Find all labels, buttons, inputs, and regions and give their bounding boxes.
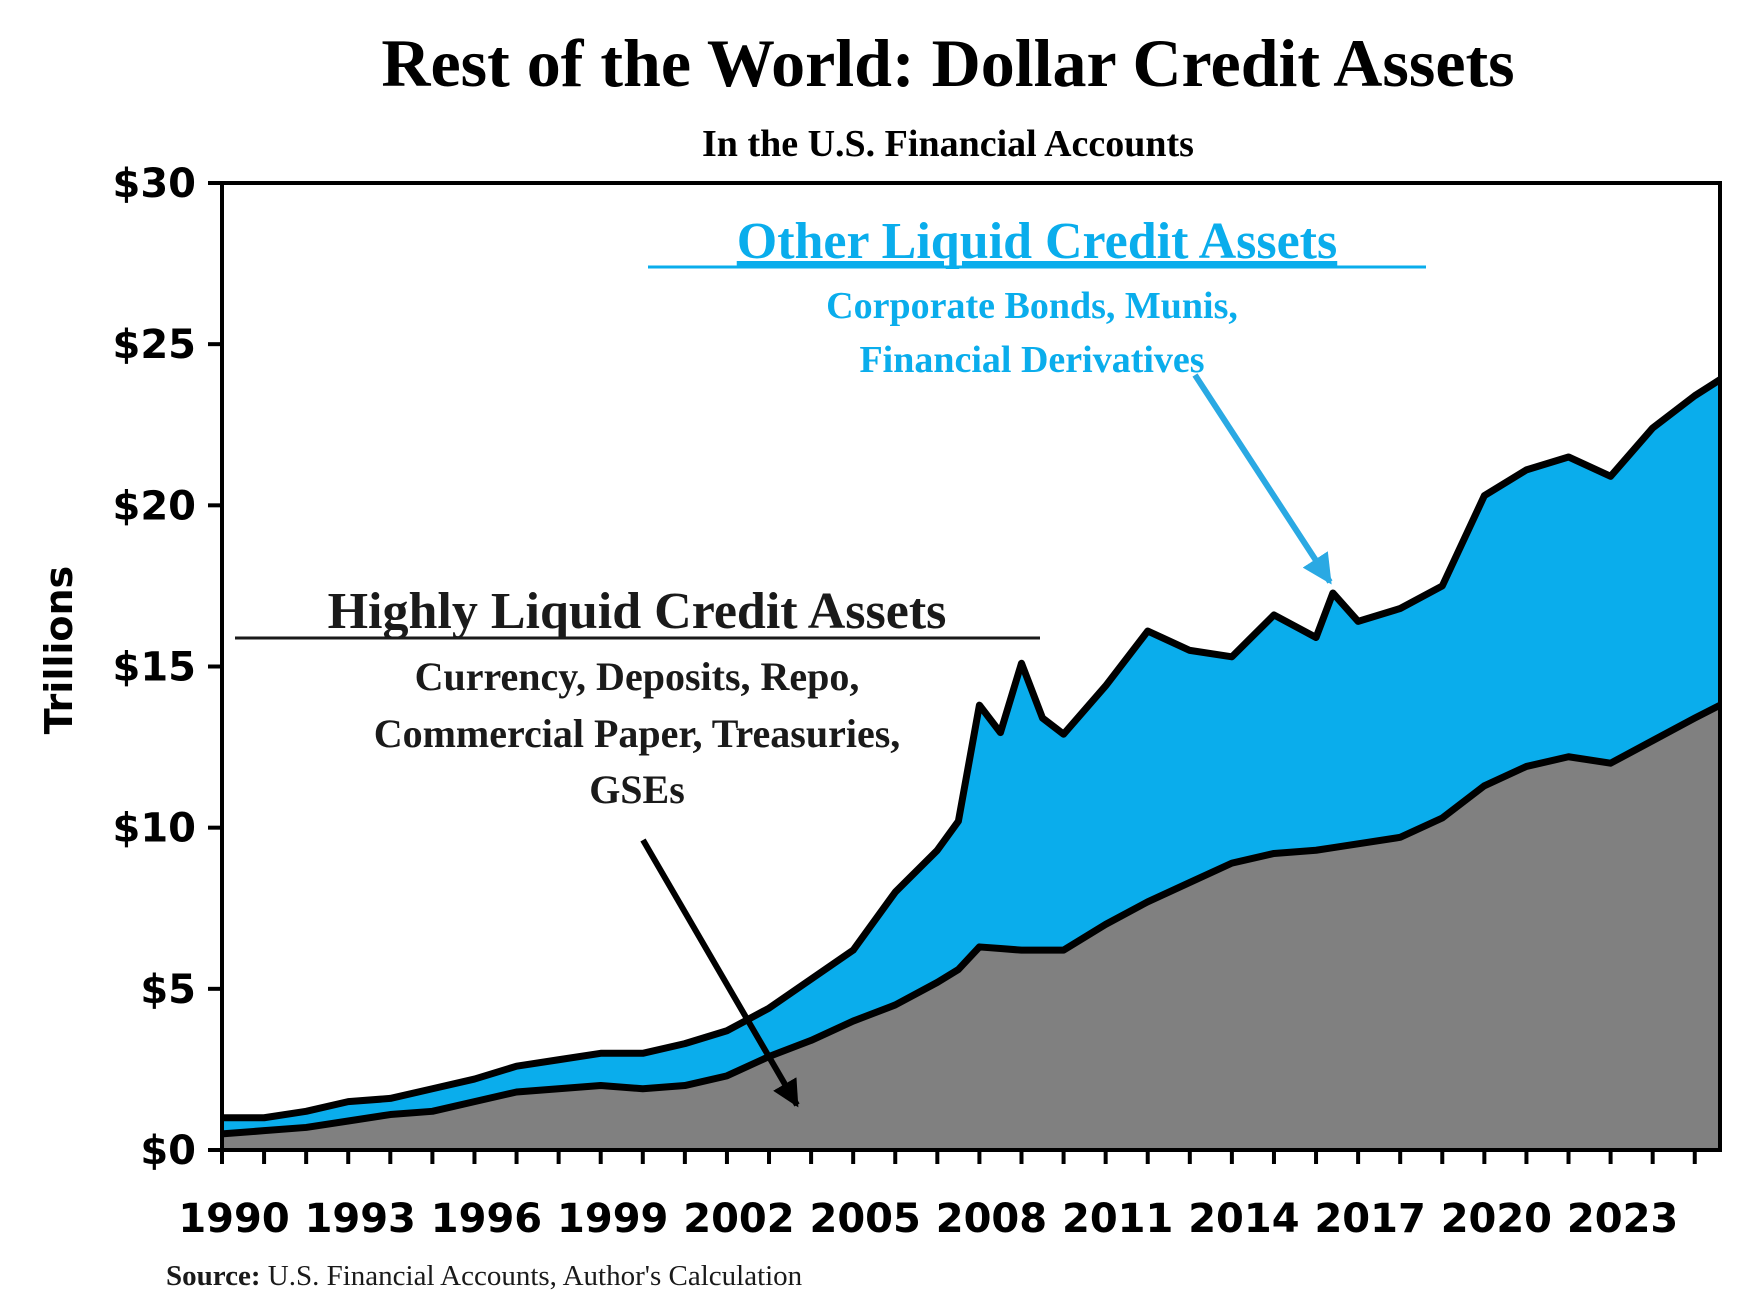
x-tick-label: 2023: [1567, 1196, 1678, 1242]
annotation-other-liquid: Other Liquid Credit Assets Corporate Bon…: [648, 213, 1426, 585]
x-tick-label: 1996: [431, 1196, 542, 1242]
x-tick-label: 1999: [557, 1196, 668, 1242]
chart-subtitle: In the U.S. Financial Accounts: [702, 123, 1194, 165]
x-tick-label: 2017: [1314, 1196, 1425, 1242]
annotation-other-liquid-line-1: Corporate Bonds, Munis,: [826, 285, 1238, 327]
series-layer: [220, 181, 1722, 1152]
x-tick-label: 2011: [1062, 1196, 1173, 1242]
y-tick-label: $30: [113, 161, 197, 207]
chart-title: Rest of the World: Dollar Credit Assets: [381, 25, 1514, 101]
series-line-highly-liquid: [221, 702, 1722, 1138]
tick-layer: $0 $5 $10 $15 $20 $25 $30 1990 1993 1996 1999 2002 2…: [113, 161, 1697, 1242]
series-line-total: [222, 376, 1722, 1122]
x-tick-label: 1993: [305, 1196, 416, 1242]
annotation-highly-liquid-arrow: [640, 838, 800, 1108]
x-tick-label: 1990: [178, 1196, 289, 1242]
y-axis-label: Trillions: [37, 566, 81, 734]
source-note: Source: U.S. Financial Accounts, Author'…: [166, 1260, 803, 1292]
series-area-highly-liquid: [222, 705, 1720, 1150]
source-label: Source:: [166, 1260, 261, 1292]
y-tick-label: $5: [140, 967, 196, 1013]
x-tick-label: 2020: [1441, 1196, 1552, 1242]
x-tick-label: 2008: [936, 1196, 1047, 1242]
annotation-other-liquid-title: Other Liquid Credit Assets: [737, 213, 1338, 270]
x-tick-label: 2014: [1188, 1196, 1299, 1242]
annotation-highly-liquid-line-2: Commercial Paper, Treasuries,: [374, 711, 901, 756]
annotation-highly-liquid-line-3: GSEs: [589, 767, 685, 812]
annotation-highly-liquid-line-1: Currency, Deposits, Repo,: [415, 654, 860, 699]
y-tick-label: $15: [113, 645, 197, 691]
annotation-other-liquid-arrow: [1192, 373, 1333, 585]
source-text: U.S. Financial Accounts, Author's Calcul…: [261, 1260, 803, 1292]
x-tick-label: 2002: [683, 1196, 794, 1242]
y-tick-label: $10: [113, 806, 197, 852]
annotation-other-liquid-line-2: Financial Derivatives: [859, 339, 1204, 381]
y-tick-label: $25: [113, 322, 197, 368]
y-tick-label: $20: [113, 483, 197, 529]
x-tick-label: 2005: [810, 1196, 921, 1242]
y-tick-label: $0: [140, 1128, 196, 1174]
annotation-highly-liquid-title: Highly Liquid Credit Assets: [328, 583, 947, 640]
annotation-highly-liquid: Highly Liquid Credit Assets Currency, De…: [235, 583, 1040, 1108]
